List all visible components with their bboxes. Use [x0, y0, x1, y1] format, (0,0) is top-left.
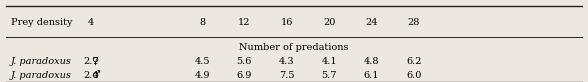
Text: 4.1: 4.1: [322, 57, 337, 66]
Text: 2.4: 2.4: [83, 71, 99, 80]
Text: 5.7: 5.7: [322, 71, 337, 80]
Text: 24: 24: [365, 18, 378, 27]
Text: 4.3: 4.3: [279, 57, 295, 66]
Text: 4.5: 4.5: [195, 57, 211, 66]
Text: 8: 8: [200, 18, 206, 27]
Text: 16: 16: [280, 18, 293, 27]
Text: ♀: ♀: [91, 57, 98, 66]
Text: 5.6: 5.6: [236, 57, 252, 66]
Text: 6.2: 6.2: [406, 57, 422, 66]
Text: 4: 4: [88, 18, 94, 27]
Text: 4.8: 4.8: [364, 57, 379, 66]
Text: 6.0: 6.0: [406, 71, 422, 80]
Text: 4.9: 4.9: [195, 71, 211, 80]
Text: 6.1: 6.1: [364, 71, 379, 80]
Text: J. paradoxus: J. paradoxus: [11, 71, 72, 80]
Text: 7.5: 7.5: [279, 71, 295, 80]
Text: ♂: ♂: [91, 71, 99, 80]
Text: 20: 20: [323, 18, 336, 27]
Text: J. paradoxus: J. paradoxus: [11, 57, 72, 66]
Text: Prey density: Prey density: [11, 18, 72, 27]
Text: 12: 12: [238, 18, 250, 27]
Text: Number of predations: Number of predations: [239, 43, 349, 52]
Text: 6.9: 6.9: [236, 71, 252, 80]
Text: 28: 28: [407, 18, 420, 27]
Text: 2.7: 2.7: [83, 57, 99, 66]
